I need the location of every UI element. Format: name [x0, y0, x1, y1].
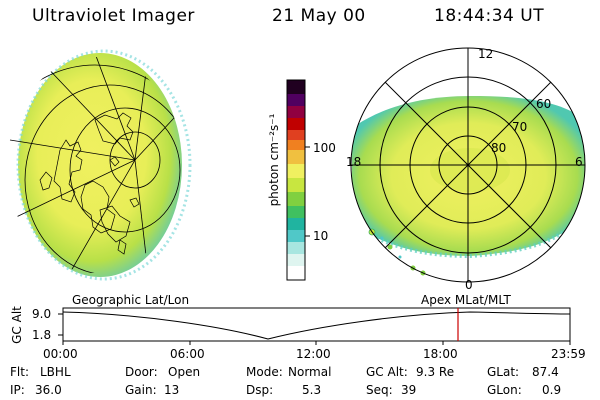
- door-value: Open: [168, 365, 201, 379]
- altitude-tick-top: 9.0: [32, 307, 52, 321]
- colorbar: [286, 79, 310, 281]
- time-tick-2359: 23:59: [551, 347, 586, 361]
- polar-grid: [350, 47, 586, 283]
- glat-value: 87.4: [532, 365, 559, 379]
- mode-label: Mode:: [246, 365, 283, 379]
- geographic-image: [7, 49, 192, 281]
- lat-label-60: 60: [536, 97, 552, 111]
- polar-image: [350, 47, 586, 283]
- time-tick-1200: 12:00: [296, 347, 331, 361]
- app-title: Ultraviolet Imager: [32, 6, 195, 26]
- mlt-label-0: 0: [465, 278, 473, 292]
- mlt-label-6: 6: [575, 155, 583, 169]
- lat-label-70: 70: [512, 120, 528, 134]
- mlt-label-18: 18: [346, 155, 362, 169]
- coastlines: [39, 112, 140, 255]
- gain-value: 13: [164, 383, 180, 397]
- dsp-label: Dsp:: [246, 383, 274, 397]
- dsp-value: 5.3: [302, 383, 322, 397]
- time-tick-0600: 06:00: [170, 347, 205, 361]
- colorbar-unit-label: photon cm⁻²s⁻¹: [267, 113, 281, 207]
- gain-label: Gain:: [125, 383, 157, 397]
- seq-label: Seq:: [366, 383, 393, 397]
- ip-label: IP:: [10, 383, 25, 397]
- altitude-tick-bottom: 1.8: [32, 328, 52, 342]
- ip-value: 36.0: [35, 383, 62, 397]
- gc-alt-label: GC Alt:: [366, 365, 408, 379]
- filter-label: Flt:: [10, 365, 29, 379]
- seq-value: 39: [401, 383, 417, 397]
- colorbar-tick-100: 100: [313, 141, 336, 155]
- header-date: 21 May 00: [272, 6, 366, 26]
- time-tick-0000: 00:00: [43, 347, 78, 361]
- mode-value: Normal: [288, 365, 332, 379]
- lat-label-80: 80: [491, 141, 507, 155]
- apex-projection-label: Apex MLat/MLT: [421, 293, 511, 307]
- glat-label: GLat:: [487, 365, 520, 379]
- colorbar-tick-10: 10: [313, 229, 329, 243]
- filter-value: LBHL: [40, 365, 71, 379]
- glon-value: 0.9: [542, 383, 562, 397]
- altitude-plot: [58, 307, 571, 345]
- door-label: Door:: [125, 365, 158, 379]
- gc-alt-value: 9.3 Re: [416, 365, 455, 379]
- glon-label: GLon:: [487, 383, 522, 397]
- mlt-label-12: 12: [478, 47, 494, 61]
- time-tick-1800: 18:00: [423, 347, 458, 361]
- geographic-projection-label: Geographic Lat/Lon: [72, 293, 190, 307]
- altitude-curve: [62, 311, 571, 340]
- altitude-axis-label: GC Alt: [10, 306, 24, 344]
- header-time: 18:44:34 UT: [434, 6, 545, 26]
